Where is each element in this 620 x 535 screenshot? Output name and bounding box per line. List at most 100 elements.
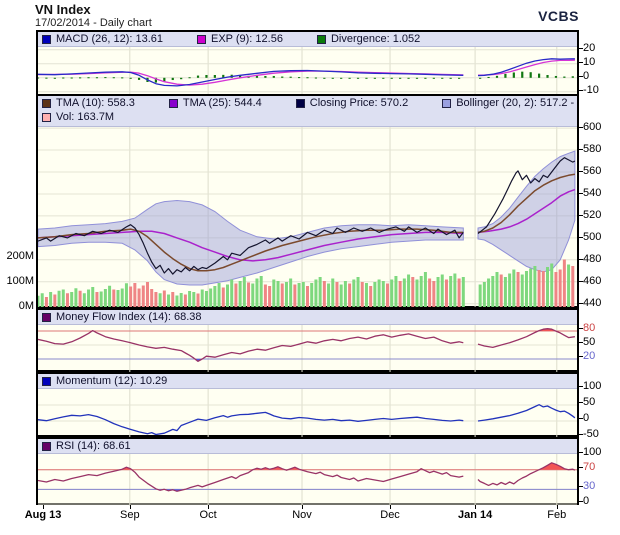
legend-label: Momentum (12): 10.29: [56, 374, 168, 387]
legend-item-1: TMA (25): 544.4: [168, 96, 262, 110]
brand-logo: VCBS: [538, 8, 579, 24]
rsi-plot-area[interactable]: [38, 454, 577, 506]
axis-tick-label: 600: [583, 121, 602, 134]
axis-tick-mark: [579, 356, 583, 358]
price-legend: TMA (10): 558.3 TMA (25): 544.4 Closing Pr…: [38, 96, 577, 127]
legend-swatch-icon: [42, 376, 51, 386]
axis-tick-mark: [579, 192, 583, 194]
axis-tick-mark: [579, 61, 583, 63]
axis-tick-mark: [579, 501, 583, 503]
rsi-legend: RSI (14): 68.61: [38, 439, 577, 454]
legend-item-0: MACD (26, 12): 13.61: [42, 33, 163, 46]
legend-label: TMA (10): 558.3: [56, 96, 135, 109]
legend-label: RSI (14): 68.61: [56, 439, 131, 452]
legend-item-0: Momentum (12): 10.29: [42, 375, 167, 388]
legend-label: TMA (25): 544.4: [182, 96, 262, 109]
price-plot-area[interactable]: [38, 127, 577, 307]
legend-label: Bollinger (20, 2): 517.2 - 582.1: [456, 96, 577, 109]
axis-tick-label: 440: [583, 296, 602, 309]
legend-label: MACD (26, 12): 13.61: [56, 32, 163, 45]
axis-tick-label: 50: [583, 396, 596, 408]
macd-plot-area[interactable]: [38, 47, 577, 96]
legend-swatch-icon: [316, 34, 326, 44]
axis-tick-mark: [579, 418, 583, 420]
axis-tick-mark: [579, 171, 583, 172]
legend-swatch-icon: [42, 98, 51, 108]
axis-tick-mark: [579, 466, 583, 468]
legend-swatch-icon: [295, 98, 305, 108]
axis-tick-mark: [579, 328, 583, 330]
axis-tick-mark: [579, 302, 583, 304]
x-axis-month-label: Oct: [199, 509, 217, 521]
axis-tick-mark: [579, 47, 583, 49]
page-title: VN Index: [35, 2, 91, 17]
momentum-panel: Momentum (12): 10.29: [36, 372, 579, 438]
mfi-plot-area[interactable]: [38, 325, 577, 373]
mfi-legend: Money Flow Index (14): 68.38: [38, 310, 577, 325]
axis-tick-label: 100: [583, 445, 602, 458]
axis-tick-mark: [579, 214, 583, 216]
rsi-panel: RSI (14): 68.61: [36, 437, 579, 506]
price-panel: TMA (10): 558.3 TMA (25): 544.4 Closing Pr…: [36, 94, 579, 308]
axis-tick-label: 580: [583, 143, 602, 156]
axis-tick-label: 10: [583, 55, 596, 68]
axis-tick-mark: [579, 342, 583, 344]
macd-legend: MACD (26, 12): 13.61 EXP (9): 12.56 Diverg…: [38, 32, 577, 47]
axis-tick-label: 560: [583, 165, 602, 177]
x-axis-tick-mark: [129, 505, 131, 509]
legend-label: Money Flow Index (14): 68.38: [56, 310, 202, 323]
x-axis-month-label: Aug 13: [24, 509, 62, 521]
axis-tick-label: 200M: [6, 250, 34, 262]
axis-tick-label: 0: [583, 495, 590, 508]
axis-tick-label: 100: [583, 380, 602, 392]
axis-tick-label: 50: [583, 336, 596, 349]
legend-label: Vol: 163.7M: [56, 110, 115, 123]
axis-tick-label: 100M: [6, 275, 34, 287]
legend-label: Divergence: 1.052: [330, 32, 421, 45]
x-axis-month-label: Dec: [380, 509, 400, 521]
axis-tick-label: 0: [583, 69, 590, 82]
axis-tick-mark: [579, 402, 583, 403]
axis-tick-mark: [579, 451, 583, 453]
x-axis-tick-mark: [556, 505, 558, 509]
x-axis-tick-mark: [208, 505, 210, 509]
axis-tick-label: 520: [583, 208, 602, 221]
axis-tick-mark: [579, 486, 583, 488]
legend-item-2: Divergence: 1.052: [316, 32, 421, 46]
legend-swatch-icon: [42, 441, 51, 451]
axis-tick-mark: [579, 434, 583, 436]
axis-tick-mark: [579, 127, 583, 129]
legend-swatch-icon: [197, 34, 206, 44]
x-axis-month-label: Sep: [120, 509, 140, 521]
x-axis-month-label: Nov: [292, 509, 312, 521]
axis-tick-label: 540: [583, 186, 602, 199]
axis-tick-mark: [579, 386, 583, 387]
chart-subtitle: 17/02/2014 - Daily chart: [35, 17, 152, 29]
legend-item-0: RSI (14): 68.61: [42, 440, 131, 453]
momentum-plot-area[interactable]: [38, 389, 577, 438]
axis-tick-label: 20: [583, 350, 596, 363]
x-axis-month-label: Feb: [547, 509, 567, 521]
axis-tick-mark: [579, 236, 583, 238]
legend-label: EXP (9): 12.56: [211, 32, 283, 45]
axis-tick-label: 70: [583, 460, 596, 473]
x-axis-tick-mark: [302, 505, 304, 509]
legend-item-0: Money Flow Index (14): 68.38: [42, 311, 202, 324]
macd-panel: MACD (26, 12): 13.61 EXP (9): 12.56 Diverg…: [36, 30, 579, 96]
axis-tick-label: 20: [583, 41, 596, 54]
axis-tick-mark: [579, 75, 583, 77]
x-axis-tick-mark: [43, 505, 45, 509]
axis-tick-mark: [579, 280, 583, 282]
mfi-panel: Money Flow Index (14): 68.38: [36, 308, 579, 373]
legend-item-0: Vol: 163.7M: [42, 111, 114, 124]
legend-swatch-icon: [42, 34, 51, 44]
legend-swatch-icon: [42, 112, 51, 122]
legend-swatch-icon: [42, 312, 51, 322]
axis-tick-label: -10: [583, 83, 599, 96]
x-axis-tick-mark: [390, 505, 392, 509]
legend-item-0: TMA (10): 558.3: [42, 97, 135, 110]
legend-item-1: EXP (9): 12.56: [197, 33, 283, 46]
axis-tick-label: -50: [583, 428, 599, 441]
axis-tick-mark: [579, 149, 583, 151]
legend-label: Closing Price: 570.2: [309, 96, 409, 109]
